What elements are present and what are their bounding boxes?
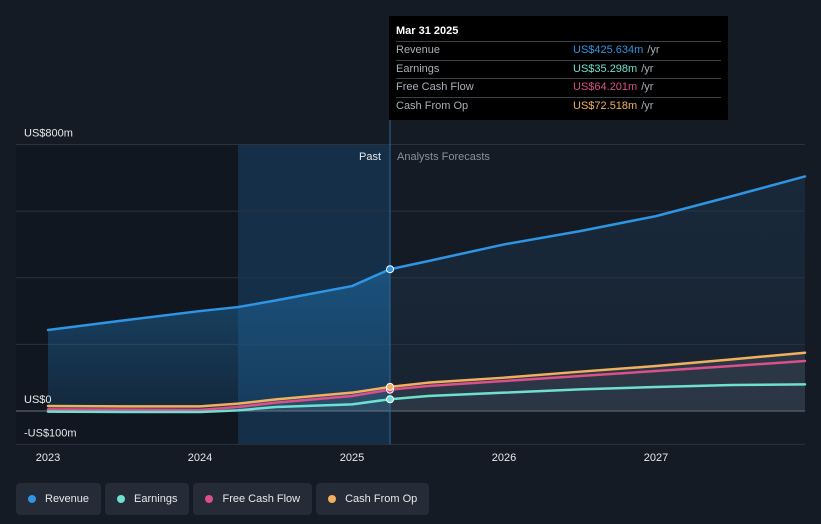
marker-revenue	[386, 265, 395, 274]
tooltip-row-revenue: Revenue US$425.634m /yr	[396, 41, 721, 60]
tooltip-unit: /yr	[641, 62, 654, 75]
tooltip-label: Free Cash Flow	[396, 81, 474, 93]
tooltip-unit: /yr	[641, 99, 654, 112]
y-tick-label: US$800m	[24, 128, 73, 140]
x-tick-label: 2024	[188, 452, 212, 464]
legend-dot-icon	[117, 495, 126, 503]
legend-label: Revenue	[45, 493, 90, 505]
legend-dot-icon	[328, 495, 337, 503]
legend-item-free-cash-flow[interactable]: Free Cash Flow	[193, 483, 313, 515]
legend-label: Earnings	[134, 493, 178, 505]
tooltip-date: Mar 31 2025	[396, 25, 459, 37]
tooltip: Mar 31 2025 Revenue US$425.634m /yr Earn…	[389, 16, 728, 120]
tooltip-value: US$425.634m	[573, 44, 644, 56]
marker-cash-from-op	[386, 382, 395, 391]
tooltip-row-cash-from-op: Cash From Op US$72.518m /yr	[396, 96, 721, 116]
revenue-area-forecast	[390, 176, 805, 411]
tooltip-value: US$72.518m	[573, 99, 638, 112]
tooltip-row-earnings: Earnings US$35.298m /yr	[396, 59, 721, 79]
y-tick-label: -US$100m	[24, 427, 77, 439]
x-tick-label: 2023	[36, 452, 60, 464]
marker-earnings	[386, 395, 395, 404]
tooltip-row-free-cash-flow: Free Cash Flow US$64.201m /yr	[396, 78, 721, 97]
tooltip-unit: /yr	[647, 44, 660, 56]
tooltip-value: US$35.298m	[573, 62, 638, 75]
tooltip-label: Revenue	[396, 44, 441, 56]
x-tick-label: 2025	[340, 452, 364, 464]
revenue-area-past	[48, 269, 391, 411]
cash-from-op-area	[48, 352, 805, 411]
legend-label: Cash From Op	[345, 493, 418, 505]
legend-dot-icon	[205, 495, 214, 503]
x-tick-label: 2027	[644, 452, 668, 464]
legend-label: Free Cash Flow	[222, 493, 301, 505]
legend: Revenue Earnings Free Cash Flow Cash Fro…	[16, 483, 430, 515]
x-tick-label: 2026	[492, 452, 516, 464]
legend-dot-icon	[28, 495, 36, 503]
tooltip-value: US$64.201m	[573, 81, 638, 93]
past-label: Past	[359, 151, 381, 163]
tooltip-label: Earnings	[396, 62, 440, 75]
forecast-label: Analysts Forecasts	[397, 151, 490, 163]
legend-item-cash-from-op[interactable]: Cash From Op	[316, 483, 430, 515]
tooltip-label: Cash From Op	[396, 99, 469, 112]
y-tick-label: US$0	[24, 394, 52, 406]
legend-item-earnings[interactable]: Earnings	[105, 483, 190, 515]
legend-item-revenue[interactable]: Revenue	[16, 483, 102, 515]
tooltip-unit: /yr	[641, 81, 654, 93]
